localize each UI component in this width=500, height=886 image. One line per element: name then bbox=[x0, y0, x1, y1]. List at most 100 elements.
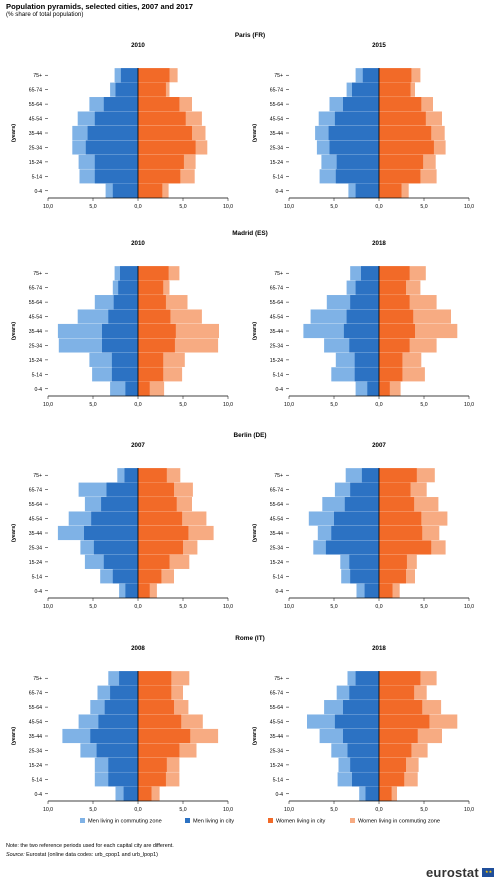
panel-2-bar-men-city-35-44 bbox=[328, 125, 379, 141]
panel-3-bar-men-city-15-24 bbox=[111, 352, 138, 367]
panel-5-age-label-35-44: 35-44 bbox=[29, 531, 42, 537]
panel-8-x-tick-label-2: 0,0 bbox=[375, 807, 382, 813]
panel-7-bar-men-city-75 bbox=[119, 671, 138, 686]
panel-3-age-label-45-54: 45-54 bbox=[29, 315, 42, 321]
panel-3-x-tick-label-2: 0,0 bbox=[134, 402, 141, 408]
panel-6-x-tick-label-4: 10,0 bbox=[464, 604, 474, 610]
panel-3-age-label-75: 75+ bbox=[33, 271, 42, 277]
panel-7-bar-women-city-65-74 bbox=[138, 685, 172, 700]
panel-5-bar-women-city-15-24 bbox=[138, 554, 170, 569]
panel-6-bar-men-city-15-24 bbox=[349, 554, 379, 569]
panel-8-age-label-45-54: 45-54 bbox=[270, 720, 283, 726]
panel-1-bar-men-city-0-4 bbox=[112, 183, 138, 198]
panel-6-x-tick-label-1: 5,0 bbox=[330, 604, 337, 610]
legend-item-men-city: Men living in city bbox=[185, 818, 234, 825]
panel-1-x-tick-label-3: 5,0 bbox=[179, 204, 186, 210]
panel-1-bar-women-city-35-44 bbox=[138, 125, 192, 141]
panel-8-bar-women-city-55-64 bbox=[379, 700, 423, 715]
panel-3-bar-men-city-35-44 bbox=[102, 323, 138, 339]
panel-1-bar-men-city-5-14 bbox=[94, 169, 138, 184]
panel-5-bar-women-city-0-4 bbox=[138, 583, 150, 598]
panel-6-bar-women-city-45-54 bbox=[379, 511, 422, 526]
panel-6-bar-women-city-15-24 bbox=[379, 554, 407, 569]
panel-6-age-label-45-54: 45-54 bbox=[270, 517, 283, 523]
panel-1-ylabel: (years) bbox=[11, 124, 17, 142]
panel-8-bar-women-city-25-34 bbox=[379, 743, 412, 758]
panel-3-bar-women-city-25-34 bbox=[138, 338, 175, 353]
logo-wordmark: eurostat bbox=[426, 865, 479, 880]
panel-7-bar-men-city-5-14 bbox=[108, 772, 138, 787]
legend-label-men-commuting: Men living in commuting zone bbox=[88, 818, 162, 825]
panel-6-bar-men-city-75 bbox=[361, 468, 379, 483]
panel-1-bar-men-city-15-24 bbox=[94, 154, 138, 169]
panel-4-x-tick-label-4: 10,0 bbox=[464, 402, 474, 408]
panel-8-bar-women-city-0-4 bbox=[379, 786, 392, 801]
panel-4-age-label-5-14: 5-14 bbox=[273, 372, 283, 378]
panel-2-age-label-65-74: 65-74 bbox=[270, 88, 283, 94]
panel-4-bar-men-city-15-24 bbox=[354, 352, 379, 367]
panel-8-bar-men-city-0-4 bbox=[365, 786, 379, 801]
panel-7-age-label-15-24: 15-24 bbox=[29, 763, 42, 769]
panel-7-age-label-5-14: 5-14 bbox=[32, 777, 42, 783]
panel-2-age-label-5-14: 5-14 bbox=[273, 174, 283, 180]
panel-4-bar-men-city-55-64 bbox=[350, 295, 379, 310]
panel-4-bar-women-city-45-54 bbox=[379, 309, 414, 324]
panel-4-bar-men-city-5-14 bbox=[354, 367, 379, 382]
panel-6-age-label-65-74: 65-74 bbox=[270, 488, 283, 494]
panel-3-ylabel: (years) bbox=[11, 322, 17, 340]
panel-1-bar-men-city-75 bbox=[120, 68, 138, 83]
panel-6-age-label-55-64: 55-64 bbox=[270, 502, 283, 508]
panel-3-x-tick-label-0: 10,0 bbox=[43, 402, 53, 408]
panel-4-bar-women-city-0-4 bbox=[379, 381, 390, 396]
panel-1-x-tick-label-2: 0,0 bbox=[134, 204, 141, 210]
panel-6-x-tick-label-0: 10,0 bbox=[284, 604, 294, 610]
panel-4-bar-women-city-65-74 bbox=[379, 280, 406, 295]
panel-1-age-label-75: 75+ bbox=[33, 73, 42, 79]
panel-1-x-tick-label-4: 10,0 bbox=[223, 204, 233, 210]
panel-2-bar-men-city-65-74 bbox=[352, 82, 379, 97]
panel-7-bar-men-city-15-24 bbox=[108, 757, 138, 772]
panel-3-age-label-15-24: 15-24 bbox=[29, 358, 42, 364]
panel-6-bar-women-city-0-4 bbox=[379, 583, 393, 598]
panel-2-age-label-25-34: 25-34 bbox=[270, 145, 283, 151]
legend-item-women-city: Women living in city bbox=[268, 818, 325, 825]
panel-8-bar-men-city-25-34 bbox=[347, 743, 379, 758]
panel-2-bar-men-city-0-4 bbox=[355, 183, 379, 198]
panel-1-age-label-5-14: 5-14 bbox=[32, 174, 42, 180]
panel-1-bar-women-city-5-14 bbox=[138, 169, 181, 184]
panel-5-bar-men-city-35-44 bbox=[84, 525, 138, 541]
legend-item-women-commuting: Women living in commuting zone bbox=[350, 818, 440, 825]
panel-2-x-tick-label-1: 5,0 bbox=[330, 204, 337, 210]
panel-6-bar-women-city-75 bbox=[379, 468, 417, 483]
panel-3-bar-men-city-45-54 bbox=[108, 309, 138, 324]
panel-3-age-label-35-44: 35-44 bbox=[29, 329, 42, 335]
panel-7-x-tick-label-1: 5,0 bbox=[89, 807, 96, 813]
panel-5-x-tick-label-0: 10,0 bbox=[43, 604, 53, 610]
source-text: Eurostat (online data codes: urb_cpop1 a… bbox=[24, 852, 158, 858]
panel-4-age-label-15-24: 15-24 bbox=[270, 358, 283, 364]
panel-2-x-tick-label-0: 10,0 bbox=[284, 204, 294, 210]
panel-1-x-tick-label-0: 10,0 bbox=[43, 204, 53, 210]
panel-6-age-label-25-34: 25-34 bbox=[270, 545, 283, 551]
panel-7-age-label-45-54: 45-54 bbox=[29, 720, 42, 726]
panel-2-age-label-0-4: 0-4 bbox=[276, 189, 284, 195]
panel-4-bar-men-city-45-54 bbox=[346, 309, 379, 324]
panel-3-x-tick-label-3: 5,0 bbox=[179, 402, 186, 408]
panel-5-bar-men-city-55-64 bbox=[101, 497, 138, 512]
panel-8-x-tick-label-1: 5,0 bbox=[330, 807, 337, 813]
panel-6-bar-women-city-55-64 bbox=[379, 497, 415, 512]
panel-1-bar-women-city-45-54 bbox=[138, 111, 186, 126]
panel-8-x-tick-label-4: 10,0 bbox=[464, 807, 474, 813]
legend-label-men-city: Men living in city bbox=[193, 818, 235, 825]
panel-3-bar-women-city-5-14 bbox=[138, 367, 164, 382]
panel-2-title: 2015 bbox=[372, 42, 386, 49]
panel-2-bar-men-city-5-14 bbox=[335, 169, 379, 184]
panel-7-bar-men-city-55-64 bbox=[104, 700, 138, 715]
panel-1-bar-men-city-55-64 bbox=[103, 97, 138, 112]
panel-2-bar-men-city-25-34 bbox=[329, 140, 379, 155]
panel-2-bar-women-city-35-44 bbox=[379, 125, 432, 141]
panel-3-bar-women-city-15-24 bbox=[138, 352, 164, 367]
panel-1-age-label-65-74: 65-74 bbox=[29, 88, 42, 94]
panel-3-bar-men-city-0-4 bbox=[125, 381, 138, 396]
